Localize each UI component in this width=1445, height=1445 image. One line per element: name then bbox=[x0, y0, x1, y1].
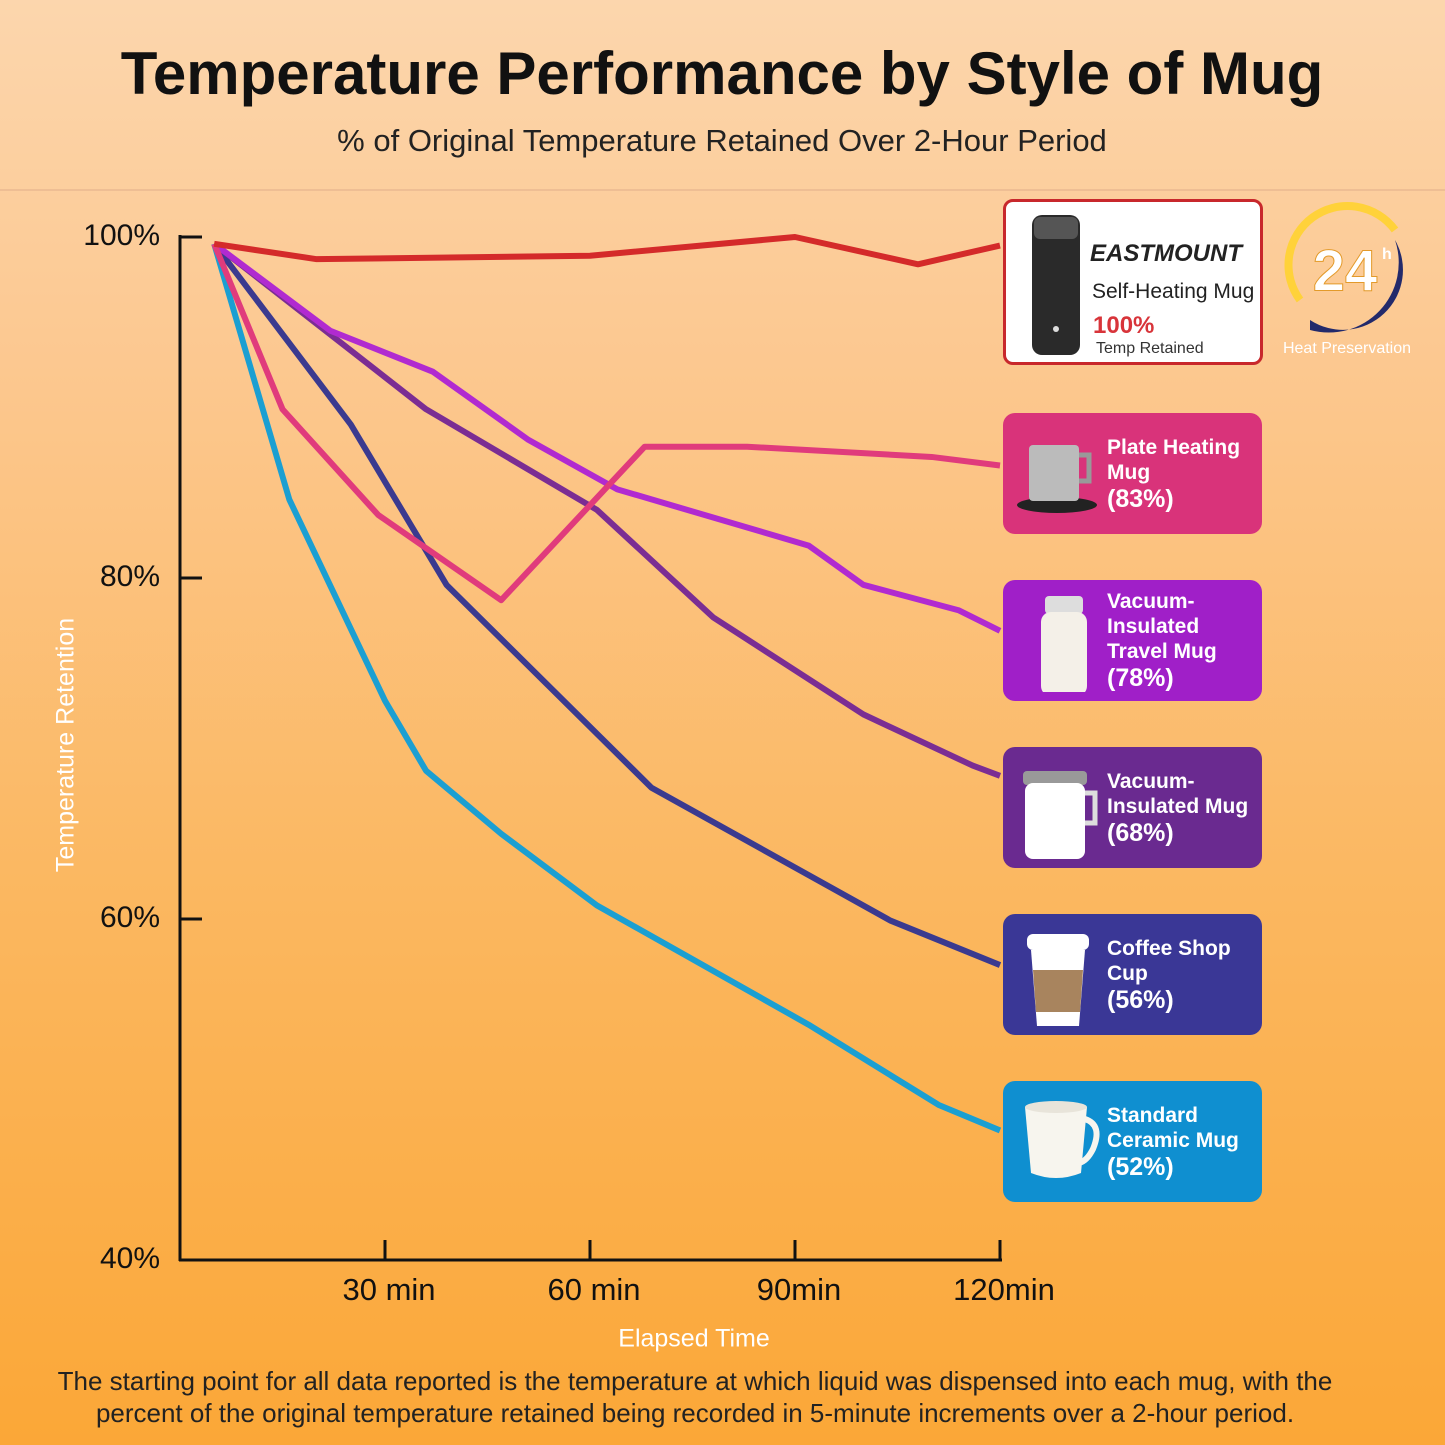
x-tick-label: 60 min bbox=[547, 1272, 640, 1307]
y-tick-label: 80% bbox=[100, 560, 160, 593]
mug-icon bbox=[1041, 596, 1087, 692]
legend-badge: Vacuum-Insulated Mug (68%) bbox=[1003, 747, 1262, 868]
legend-badge: Plate Heating Mug (83%) bbox=[1003, 413, 1262, 534]
legend-value: (52%) bbox=[1107, 1152, 1174, 1181]
footnote: percent of the original temperature reta… bbox=[96, 1398, 1294, 1428]
series-line bbox=[213, 234, 1001, 268]
footnote: The starting point for all data reported… bbox=[58, 1366, 1333, 1396]
badge-caption: Heat Preservation bbox=[1283, 340, 1411, 357]
legend-text: Standard Ceramic Mug (52%) bbox=[1107, 1081, 1257, 1202]
chart-subtitle: % of Original Temperature Retained Over … bbox=[337, 123, 1107, 158]
y-tick-label: 100% bbox=[83, 219, 160, 252]
series-line bbox=[212, 241, 1002, 779]
legend-badge: Coffee Shop Cup (56%) bbox=[1003, 914, 1262, 1035]
mug-icon bbox=[1017, 445, 1097, 513]
axes bbox=[178, 235, 1002, 1262]
badge-unit: h bbox=[1382, 246, 1392, 263]
series-line bbox=[211, 242, 1002, 968]
legend-label: Standard Ceramic Mug bbox=[1107, 1103, 1239, 1152]
legend-value: (83%) bbox=[1107, 484, 1174, 513]
legend-badge: Vacuum-Insulated Travel Mug (78%) bbox=[1003, 580, 1262, 701]
x-tick-label: 90min bbox=[757, 1272, 841, 1307]
mug-icon bbox=[1025, 1101, 1100, 1178]
heat-badge: 24 h Heat Preservation bbox=[1283, 202, 1411, 357]
legend-text: Plate Heating Mug (83%) bbox=[1107, 413, 1257, 534]
legend-value: 100% bbox=[1093, 312, 1155, 339]
legend-text: Coffee Shop Cup (56%) bbox=[1107, 914, 1257, 1035]
badge-arc bbox=[1284, 202, 1399, 303]
legend-badge: Standard Ceramic Mug (52%) bbox=[1003, 1081, 1262, 1202]
legend-value: (68%) bbox=[1107, 818, 1174, 847]
y-axis-title: Temperature Retention bbox=[52, 618, 80, 872]
mug-icon bbox=[1032, 215, 1080, 355]
series-line bbox=[211, 242, 1001, 604]
chart-title: Temperature Performance by Style of Mug bbox=[121, 40, 1324, 107]
legend-label: Plate Heating Mug bbox=[1107, 435, 1241, 484]
legend-caption: Temp Retained bbox=[1096, 340, 1204, 357]
mug-icon bbox=[1027, 934, 1089, 1026]
highlight-legend: EASTMOUNT Self-Heating Mug 100% Temp Ret… bbox=[1003, 199, 1263, 365]
series-line bbox=[212, 241, 1002, 634]
y-tick-label: 40% bbox=[100, 1242, 160, 1275]
y-tick-label: 60% bbox=[100, 901, 160, 934]
mug-icon bbox=[1023, 771, 1098, 859]
legend-text: Vacuum-Insulated Travel Mug (78%) bbox=[1107, 580, 1257, 701]
brand: EASTMOUNT bbox=[1090, 240, 1242, 267]
x-tick-label: 30 min bbox=[342, 1272, 435, 1307]
legend-label: Self-Heating Mug bbox=[1092, 280, 1255, 303]
series-line bbox=[211, 242, 1002, 1134]
x-tick-label: 120min bbox=[953, 1272, 1055, 1307]
legend-label: Vacuum-Insulated Mug bbox=[1107, 769, 1249, 818]
legend-label: Coffee Shop Cup bbox=[1107, 936, 1231, 985]
legend-value: (78%) bbox=[1107, 664, 1174, 692]
badge-number: 24 bbox=[1313, 238, 1378, 303]
legend-label: Vacuum-Insulated Travel Mug bbox=[1107, 590, 1217, 663]
x-axis-title: Elapsed Time bbox=[618, 1325, 769, 1353]
legend-text: Vacuum-Insulated Mug (68%) bbox=[1107, 747, 1257, 868]
legend-value: (56%) bbox=[1107, 985, 1174, 1014]
